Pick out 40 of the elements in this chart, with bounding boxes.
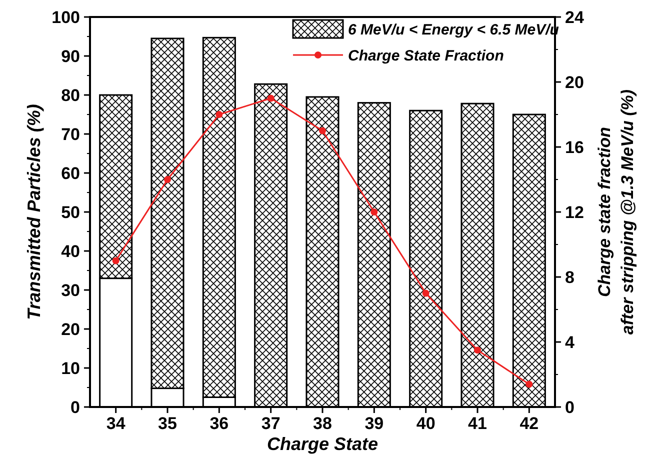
x-axis-title: Charge State <box>266 434 378 454</box>
y-tick-label: 60 <box>61 164 80 183</box>
x-tick-label: 34 <box>106 414 126 433</box>
y-tick-label: 50 <box>61 202 80 222</box>
y-tick-label: 30 <box>61 280 80 300</box>
y-axis-title: Transmitted Particles (%) <box>24 104 44 320</box>
point <box>526 380 533 388</box>
x-tick-label: 37 <box>261 414 280 433</box>
x-tick-label: 40 <box>416 414 436 433</box>
y-tick-label: 40 <box>61 242 80 261</box>
point <box>164 176 171 183</box>
x-tick-label: 36 <box>210 414 229 433</box>
x-tick-label: 38 <box>313 414 332 433</box>
point <box>319 127 326 134</box>
point <box>422 290 430 297</box>
x-tick-label: 42 <box>520 414 539 433</box>
y-tick-label: 10 <box>61 358 80 378</box>
x-tick-label: 41 <box>468 414 487 433</box>
point <box>216 111 223 118</box>
point <box>370 208 378 216</box>
point <box>112 257 120 264</box>
y2-tick-label: 16 <box>565 138 584 157</box>
y2-tick-label: 8 <box>565 268 574 287</box>
point <box>474 346 481 354</box>
legend-label: Charge State Fraction <box>348 47 504 64</box>
y2-tick-label: 4 <box>565 332 575 352</box>
y-tick-label: 90 <box>61 46 80 66</box>
y2-tick-label: 0 <box>565 398 574 417</box>
y-tick-label: 80 <box>61 86 80 105</box>
y2-tick-label: 20 <box>565 72 584 92</box>
y2-tick-label: 12 <box>565 202 584 222</box>
x-tick-label: 39 <box>364 414 384 433</box>
y2-tick-label: 24 <box>565 8 584 27</box>
y-tick-label: 70 <box>61 124 80 144</box>
y-tick-label: 0 <box>70 398 80 417</box>
point <box>267 94 274 102</box>
x-tick-label: 35 <box>158 414 177 433</box>
y-tick-label: 20 <box>61 320 80 339</box>
y-tick-label: 100 <box>52 8 80 27</box>
y2-axis-title: Charge state fraction after stripping @1.3 MeV/u (%) <box>595 89 637 335</box>
